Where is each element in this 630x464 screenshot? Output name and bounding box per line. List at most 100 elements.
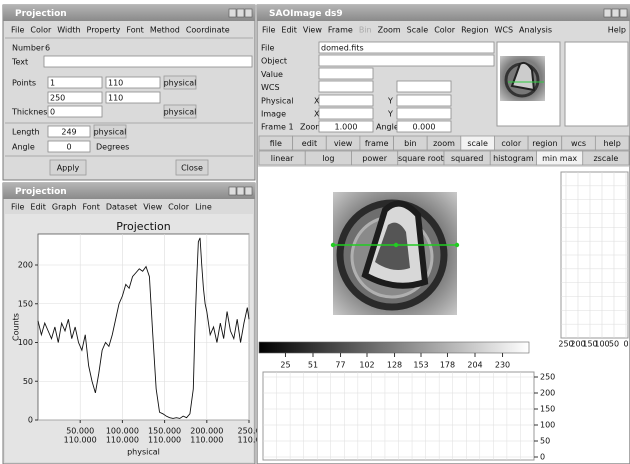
window-control[interactable] [245, 187, 252, 195]
button-label: log [322, 154, 334, 163]
colorbar-tick-label: 51 [308, 361, 318, 370]
window-control[interactable] [229, 9, 236, 17]
window-title: Projection [15, 9, 67, 19]
graph-tick-label: 0 [623, 340, 628, 349]
label: Number [12, 44, 45, 53]
window-control[interactable] [245, 9, 252, 17]
window-control[interactable] [229, 187, 236, 195]
field-value: domed.fits [321, 44, 364, 53]
button-label: region [532, 139, 557, 148]
button-label: physical [164, 79, 197, 88]
colorbar [259, 342, 529, 353]
field-value: 110 [108, 94, 123, 103]
info-label: Frame 1 [261, 123, 294, 132]
text-field[interactable] [397, 81, 451, 92]
menu-item[interactable]: Frame [328, 26, 353, 35]
projection-handle[interactable] [455, 243, 459, 247]
text-field[interactable] [44, 56, 252, 67]
projection-handle[interactable] [331, 243, 335, 247]
info-label: Y [387, 97, 393, 106]
colorbar-tick-label: 230 [495, 361, 510, 370]
button-label: Apply [57, 164, 80, 173]
window-control[interactable] [604, 9, 611, 17]
value: 6 [45, 44, 50, 53]
menu-item[interactable]: Help [608, 26, 626, 35]
button-label: scale [467, 139, 488, 148]
x-tick-label: 50.000 [66, 427, 94, 436]
menu-item[interactable]: View [143, 203, 162, 212]
text-field[interactable] [48, 77, 102, 88]
text-field[interactable] [319, 95, 373, 106]
field-value: 0.000 [413, 123, 436, 132]
button-label: square root [398, 154, 444, 163]
menu-item[interactable]: File [11, 26, 24, 35]
menu-item[interactable]: Edit [281, 26, 297, 35]
x-tick-sublabel: 110.000 [148, 436, 181, 445]
magnifier [565, 42, 628, 126]
x-tick-sublabel: 110.000 [106, 436, 139, 445]
colorbar-tick-label: 25 [280, 361, 290, 370]
button-label: physical [164, 108, 197, 117]
text-field[interactable] [397, 108, 451, 119]
text-field[interactable] [319, 68, 373, 79]
label: Length [12, 128, 40, 137]
button-label: color [501, 139, 521, 148]
menu-item[interactable]: Method [150, 26, 180, 35]
menu-item[interactable]: Dataset [106, 203, 137, 212]
window-control[interactable] [237, 9, 244, 17]
text-field[interactable] [319, 55, 494, 66]
menu-item[interactable]: File [262, 26, 275, 35]
text-field[interactable] [319, 108, 373, 119]
button-label: linear [271, 154, 294, 163]
projection-handle[interactable] [394, 243, 398, 247]
graph-tick-label: 50 [540, 437, 550, 446]
menu-item[interactable]: Color [30, 26, 52, 35]
info-label: Angle [376, 123, 399, 132]
field-value: 1 [50, 79, 55, 88]
menu-item[interactable]: Graph [52, 203, 77, 212]
menu-item[interactable]: Edit [30, 203, 46, 212]
window-control[interactable] [237, 187, 244, 195]
x-tick-label: 200.000 [190, 427, 223, 436]
button-label: help [604, 139, 621, 148]
info-label: Image [261, 110, 286, 119]
text-field[interactable] [319, 81, 373, 92]
menu-item[interactable]: Coordinate [186, 26, 230, 35]
menu-item[interactable]: View [303, 26, 322, 35]
menu-item[interactable]: Region [461, 26, 488, 35]
field-value: 110 [108, 79, 123, 88]
menu-item[interactable]: Zoom [378, 26, 401, 35]
x-tick-sublabel: 110.000 [190, 436, 223, 445]
window-title: Projection [15, 187, 67, 197]
menu-item[interactable]: Font [126, 26, 143, 35]
menu-item[interactable]: WCS [494, 26, 513, 35]
y-axis-label: Counts [12, 313, 21, 341]
menu-item[interactable]: Color [434, 26, 456, 35]
window-control[interactable] [612, 9, 619, 17]
menu-item[interactable]: File [11, 203, 24, 212]
menu-item[interactable]: Analysis [519, 26, 552, 35]
info-label: File [261, 44, 274, 53]
menu-item[interactable]: Color [168, 203, 190, 212]
y-tick-label: 150 [18, 299, 33, 308]
menu-item[interactable]: Font [82, 203, 99, 212]
y-tick-label: 200 [18, 261, 33, 270]
chart-title: Projection [116, 220, 170, 233]
menu-item[interactable]: Width [57, 26, 80, 35]
text-field[interactable] [48, 106, 102, 117]
graph-tick-label: 50 [609, 340, 619, 349]
info-label: WCS [261, 83, 280, 92]
menu-item[interactable]: Line [195, 203, 212, 212]
label: Thickness [11, 108, 52, 117]
text-field[interactable] [397, 95, 451, 106]
window-control[interactable] [620, 9, 627, 17]
field-value: 0 [50, 108, 55, 117]
button-label: view [334, 139, 353, 148]
menu-item[interactable]: Scale [407, 26, 429, 35]
menu-item[interactable]: Property [87, 26, 121, 35]
label: Degrees [96, 143, 129, 152]
field-value: 0 [66, 143, 71, 152]
menu-item[interactable]: Bin [359, 26, 372, 35]
field-value: 1.000 [335, 123, 358, 132]
colorbar-tick-label: 128 [387, 361, 402, 370]
